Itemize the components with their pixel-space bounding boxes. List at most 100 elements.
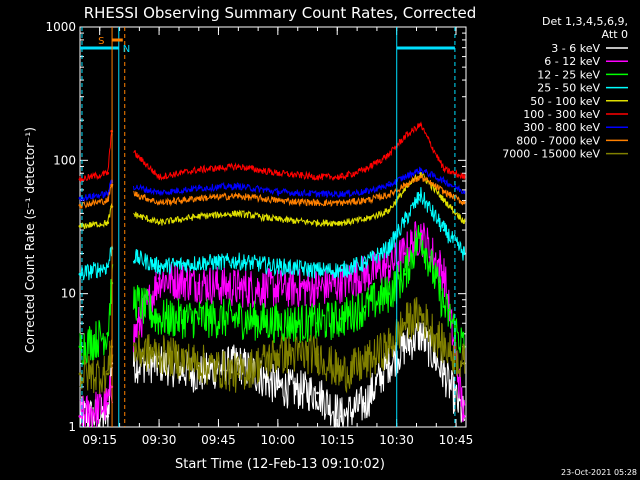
- data-point: [403, 188, 406, 192]
- x-tick-label: 10:30: [379, 433, 414, 447]
- series-line: [132, 297, 466, 394]
- data-point: [78, 345, 82, 349]
- series-line: [132, 221, 466, 423]
- series-line: [79, 339, 114, 395]
- data-point: [106, 415, 110, 418]
- data-point: [363, 168, 367, 172]
- data-point: [442, 372, 446, 376]
- data-point: [157, 317, 161, 320]
- data-point: [403, 272, 406, 276]
- x-tick-label: 09:45: [201, 433, 236, 447]
- data-point: [403, 252, 406, 255]
- data-point: [197, 168, 201, 172]
- data-point: [462, 252, 466, 255]
- chart-title: RHESSI Observing Summary Count Rates, Co…: [84, 4, 477, 22]
- overlay-layer: SN: [80, 27, 456, 427]
- data-point: [403, 345, 406, 349]
- legend-label: 25 - 50 keV: [537, 82, 600, 95]
- data-point: [276, 171, 280, 175]
- data-point: [387, 292, 391, 296]
- series-line: [79, 245, 114, 281]
- series-line: [79, 203, 114, 230]
- data-point: [387, 362, 391, 365]
- x-axis-label: Start Time (12-Feb-13 09:10:02): [175, 457, 385, 472]
- data-point: [442, 305, 446, 308]
- data-point: [276, 190, 280, 194]
- data-point: [442, 190, 446, 194]
- series-5: [78, 121, 466, 183]
- data-point: [157, 175, 161, 179]
- data-point: [462, 362, 466, 365]
- data-point: [339, 192, 343, 196]
- legend-label: 50 - 100 keV: [530, 95, 600, 108]
- data-point: [339, 372, 343, 376]
- data-point: [419, 312, 422, 316]
- y-tick-label: 1000: [45, 20, 76, 34]
- data-point: [276, 321, 280, 325]
- y-tick-label: 10: [61, 287, 76, 301]
- data-point: [316, 391, 319, 395]
- data-point: [419, 175, 422, 179]
- data-point: [363, 305, 367, 308]
- data-point: [106, 265, 110, 268]
- data-point: [419, 232, 422, 236]
- data-point: [197, 186, 201, 190]
- legend-label: 300 - 800 keV: [523, 121, 600, 134]
- data-point: [78, 372, 82, 376]
- legend-label: 12 - 25 keV: [537, 68, 600, 81]
- data-point: [276, 385, 280, 389]
- data-point: [339, 415, 343, 418]
- data-point: [363, 190, 367, 194]
- x-tick-label: 10:15: [320, 433, 355, 447]
- data-point: [403, 183, 406, 187]
- data-point: [106, 171, 110, 175]
- series-7: [78, 173, 466, 209]
- data-point: [78, 224, 82, 228]
- series-line: [79, 183, 114, 209]
- data-point: [403, 321, 406, 325]
- data-point: [276, 199, 280, 202]
- data-point: [237, 184, 240, 188]
- y-tick-label: 100: [53, 153, 76, 167]
- data-point: [237, 194, 240, 198]
- legend-label: 6 - 12 keV: [544, 55, 600, 68]
- data-point: [403, 219, 406, 223]
- data-point: [419, 171, 422, 175]
- data-point: [339, 175, 343, 179]
- data-point: [387, 193, 391, 197]
- data-point: [106, 221, 110, 225]
- data-point: [462, 415, 466, 418]
- data-point: [387, 183, 391, 187]
- data-point: [106, 402, 110, 405]
- x-tick-label: 10:00: [261, 433, 296, 447]
- series-line: [79, 264, 114, 366]
- data-point: [339, 221, 343, 225]
- x-tick-label: 09:15: [82, 433, 117, 447]
- data-point: [237, 259, 240, 263]
- data-point: [237, 286, 240, 290]
- data-point: [442, 345, 446, 349]
- data-point: [316, 192, 319, 196]
- data-point: [237, 372, 240, 376]
- data-point: [442, 179, 446, 183]
- series-line: [133, 121, 466, 181]
- data-point: [462, 219, 466, 223]
- footer-timestamp: 23-Oct-2021 05:28: [561, 468, 637, 477]
- legend-header-2: Att 0: [602, 28, 628, 41]
- data-point: [462, 175, 466, 179]
- data-point: [276, 265, 280, 268]
- data-point: [78, 178, 82, 181]
- x-tick-label: 09:30: [142, 433, 177, 447]
- series-line: [132, 187, 466, 279]
- data-point: [316, 353, 319, 356]
- legend-label: 800 - 7000 keV: [516, 134, 600, 147]
- data-point: [197, 317, 201, 320]
- data-point: [106, 199, 110, 202]
- data-point: [339, 268, 343, 272]
- data-point: [387, 246, 391, 250]
- data-point: [363, 199, 367, 202]
- series-line: [79, 374, 114, 428]
- data-point: [419, 123, 422, 127]
